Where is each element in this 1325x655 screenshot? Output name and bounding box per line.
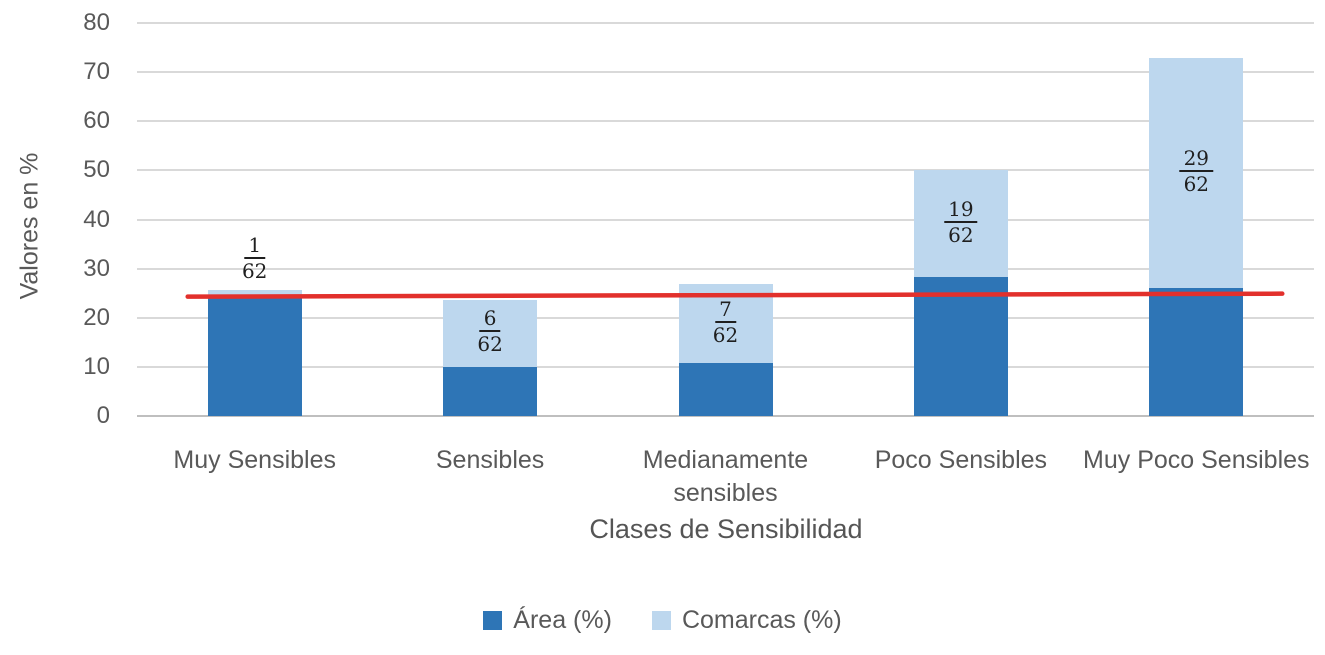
legend-label-area: Área (%) bbox=[513, 606, 612, 634]
x-category-label: Sensibles bbox=[435, 446, 545, 474]
gridline bbox=[137, 22, 1314, 24]
y-tick-label: 10 bbox=[83, 352, 110, 380]
x-axis-line bbox=[137, 415, 1314, 417]
bar-fraction-label: 1 62 bbox=[242, 234, 267, 282]
y-tick-label: 70 bbox=[83, 58, 110, 86]
y-tick-label: 40 bbox=[83, 205, 110, 233]
y-tick-label: 60 bbox=[83, 107, 110, 135]
bar-segment-comarcas bbox=[207, 290, 302, 299]
area-series-swatch-icon bbox=[483, 611, 503, 630]
legend-label-comarcas: Comarcas (%) bbox=[681, 606, 842, 634]
bar-fraction-label: 7 62 bbox=[713, 298, 738, 346]
fraction-numerator: 7 bbox=[715, 298, 736, 323]
fraction-numerator: 1 bbox=[244, 234, 266, 260]
fraction-denominator: 62 bbox=[477, 332, 503, 357]
bar-fraction-label: 19 62 bbox=[944, 198, 978, 247]
fraction-numerator: 6 bbox=[479, 307, 501, 333]
bar-fraction-label: 6 62 bbox=[477, 307, 502, 355]
x-category-label: Poco Sensibles bbox=[874, 446, 1048, 474]
y-tick-label: 0 bbox=[96, 402, 110, 429]
y-tick-label: 20 bbox=[83, 303, 110, 331]
x-axis-title: Clases de Sensibilidad bbox=[589, 514, 863, 544]
y-tick-label: 80 bbox=[83, 9, 110, 36]
bar-segment-area bbox=[1149, 288, 1244, 416]
legend: Área (%) Comarcas (%) bbox=[0, 606, 1325, 635]
bar-fraction-label: 29 62 bbox=[1179, 147, 1214, 197]
x-category-label: Muy Poco Sensibles bbox=[1083, 446, 1310, 474]
bar-segment-area bbox=[207, 298, 302, 416]
bar-segment-comarcas bbox=[443, 299, 538, 367]
legend-item-area: Área (%) bbox=[483, 606, 612, 635]
legend-item-comarcas: Comarcas (%) bbox=[651, 606, 842, 635]
bar-segment-comarcas bbox=[1149, 58, 1244, 289]
bar-segment-area bbox=[913, 276, 1008, 416]
y-tick-label: 50 bbox=[83, 156, 110, 184]
fraction-denominator: 62 bbox=[948, 222, 974, 247]
fraction-denominator: 62 bbox=[1183, 172, 1210, 197]
bar-segment-area bbox=[443, 366, 538, 416]
gridline bbox=[137, 169, 1314, 172]
comarcas-series-swatch-icon bbox=[651, 611, 671, 630]
gridline bbox=[137, 218, 1314, 221]
gridline bbox=[137, 120, 1314, 123]
gridline bbox=[137, 71, 1314, 74]
fraction-denominator: 62 bbox=[241, 259, 268, 284]
x-category-label: Medianamente sensibles bbox=[642, 446, 809, 507]
gridline bbox=[137, 267, 1314, 270]
bar-segment-comarcas bbox=[913, 170, 1008, 277]
y-tick-label: 30 bbox=[83, 254, 110, 282]
fraction-numerator: 19 bbox=[944, 198, 978, 223]
fraction-denominator: 62 bbox=[712, 322, 739, 347]
fraction-numerator: 29 bbox=[1179, 147, 1214, 173]
x-category-label: Muy Sensibles bbox=[173, 446, 336, 474]
bar-segment-area bbox=[678, 363, 773, 416]
